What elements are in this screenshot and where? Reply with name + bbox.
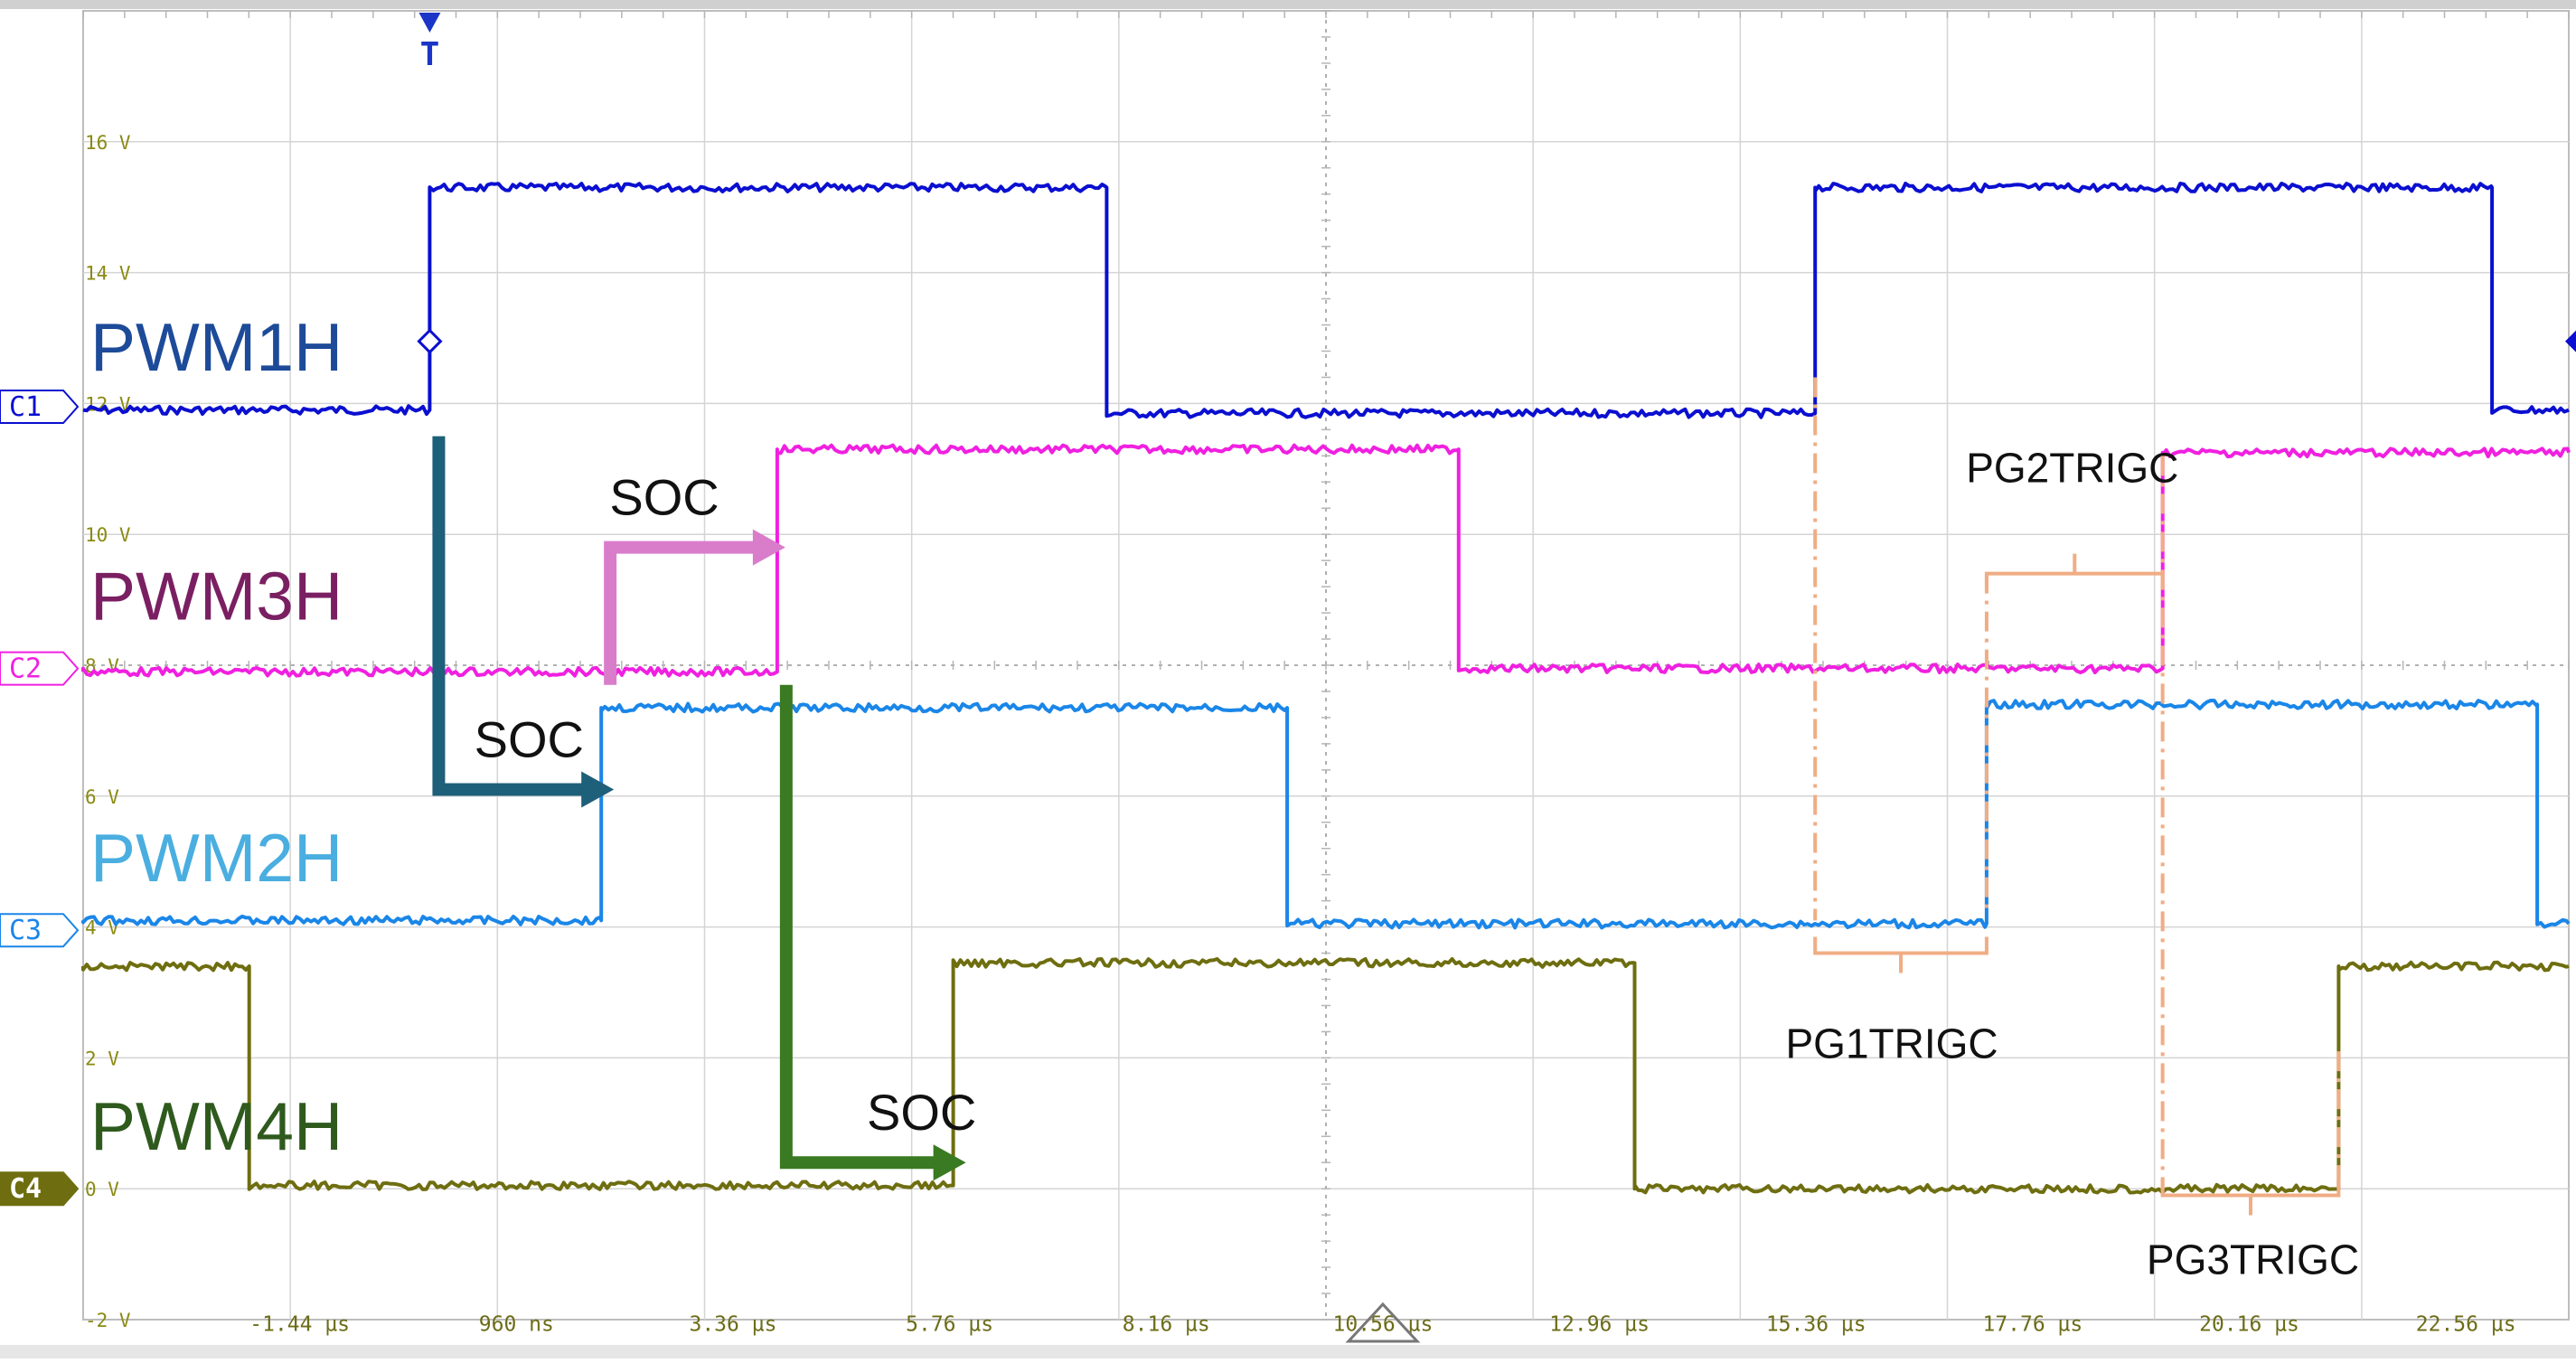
channel-marker-label: C1 [9, 391, 42, 423]
y-tick-label: 2 V [85, 1048, 119, 1069]
grid [82, 10, 2570, 1321]
trace-pwm3h [81, 443, 2571, 678]
trig-bracket [1813, 936, 1988, 973]
horizontal-position-marker [1345, 1302, 1421, 1343]
trace-pwm2h [81, 699, 2571, 930]
x-tick-label: 5.76 µs [906, 1313, 993, 1337]
channel-markers: C1 C2 C3 C4 [0, 390, 80, 1207]
trig-label: PG1TRIGC [1786, 1020, 1998, 1067]
channel-marker-c1 [0, 390, 80, 425]
soc-label: SOC [867, 1084, 976, 1141]
x-tick-label: 3.36 µs [689, 1313, 776, 1337]
series-label-pwm1h: PWM1H [90, 309, 343, 385]
trace-pwm1h [82, 182, 2571, 419]
series-label-pwm2h: PWM2H [90, 820, 343, 896]
trigger-marker-label: T [420, 36, 440, 73]
y-tick-label: -2 V [85, 1310, 131, 1331]
x-tick-label: 15.36 µs [1766, 1313, 1866, 1337]
soc-arrowhead-icon [933, 1144, 966, 1181]
soc-arrow [432, 436, 584, 796]
x-tick-label: 22.56 µs [2416, 1313, 2516, 1337]
channel-marker-label: C3 [9, 915, 42, 946]
x-tick-label: 8.16 µs [1123, 1313, 1210, 1337]
trace-pwm4h [81, 957, 2570, 1195]
trigger-right-marker [2565, 330, 2576, 352]
waveform-traces: T [81, 13, 2576, 1195]
y-tick-label: 0 V [85, 1179, 119, 1200]
x-tick-label: -1.44 µs [249, 1313, 350, 1337]
series-label-pwm3h: PWM3H [90, 558, 343, 634]
trigger-arrow-icon [418, 13, 441, 33]
series-labels: PWM1H PWM3H PWM2H PWM4H [90, 309, 343, 1164]
y-tick-label: 16 V [85, 132, 131, 154]
soc-label: SOC [609, 468, 719, 525]
channel-marker-label: C2 [9, 653, 42, 685]
y-tick-label: 14 V [85, 263, 131, 285]
channel-marker-c2 [0, 651, 80, 686]
x-tick-label: 17.76 µs [1982, 1313, 2082, 1337]
trig-label: PG3TRIGC [2147, 1236, 2359, 1283]
soc-arrowhead-icon [752, 529, 785, 566]
y-tick-label: 10 V [85, 524, 131, 546]
soc-arrow [604, 540, 755, 685]
series-label-pwm4h: PWM4H [90, 1088, 343, 1164]
soc-arrowhead-icon [581, 771, 615, 808]
soc-label: SOC [475, 710, 584, 767]
channel-marker-c4 [0, 1171, 80, 1207]
channel-marker-label: C4 [9, 1173, 42, 1205]
annotations: SOC SOC SOC PG1TRIGC PG2TRIGC PG3TRIGC [432, 377, 2359, 1283]
trigger-level-diamond [417, 328, 443, 354]
y-tick-label: 6 V [85, 786, 119, 808]
soc-arrow [779, 684, 935, 1170]
x-tick-label: 12.96 µs [1549, 1313, 1650, 1337]
trig-label: PG2TRIGC [1966, 444, 2178, 491]
x-tick-labels: -1.44 µs 960 ns 3.36 µs 5.76 µs 8.16 µs 10.56… [249, 1302, 2516, 1343]
x-tick-label: 960 ns [479, 1313, 554, 1337]
x-tick-label: 20.16 µs [2199, 1313, 2299, 1337]
channel-marker-c3 [0, 913, 80, 948]
x-tick-label: 10.56 µs [1333, 1313, 1434, 1337]
